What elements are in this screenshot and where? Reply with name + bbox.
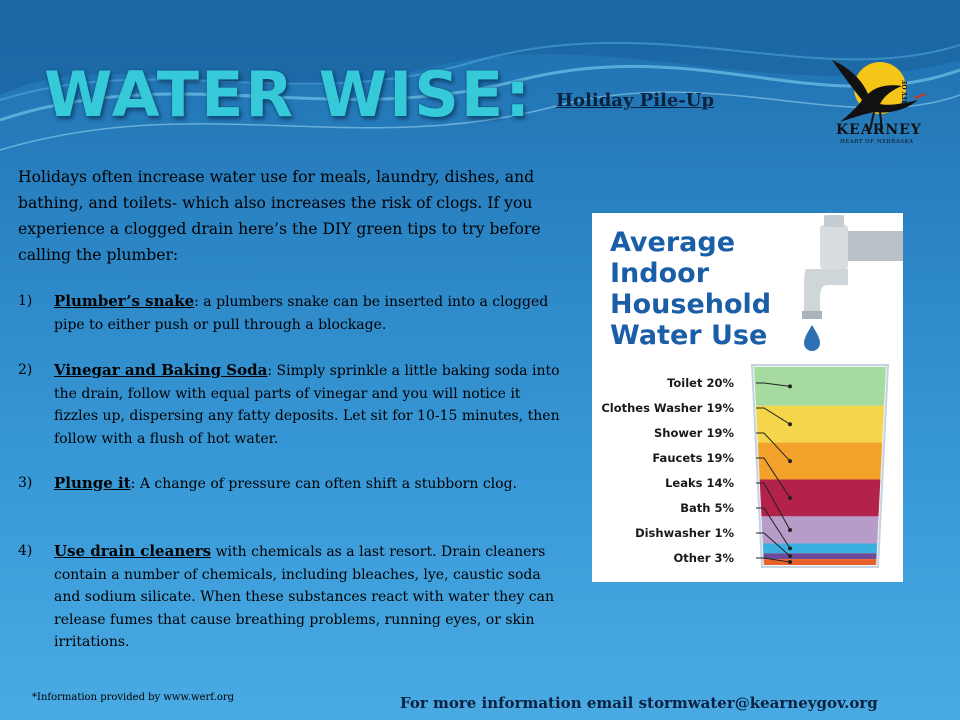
tip-number: 2) xyxy=(18,362,33,378)
infographic-title-line: Water Use xyxy=(610,320,767,351)
infographic-title-line: Indoor xyxy=(610,258,710,289)
page-subtitle: Holiday Pile-Up xyxy=(556,90,715,111)
tip-number: 3) xyxy=(18,475,33,491)
tip-text: with chemicals as a last resort. Drain c… xyxy=(54,544,554,651)
list-item: 3) Plunge it: A change of pressure can o… xyxy=(18,472,566,496)
leader-dot xyxy=(788,546,792,551)
leader-line xyxy=(756,407,791,425)
water-layer-bar xyxy=(759,479,881,517)
leader-line xyxy=(756,507,791,549)
contact-info: For more information email stormwater@ke… xyxy=(400,694,878,712)
water-use-label: Clothes Washer 19% xyxy=(601,401,734,415)
crane-bird-sun-icon xyxy=(832,60,927,131)
water-layer-bar xyxy=(756,405,884,443)
infographic-labels: Toilet 20% Clothes Washer 19% Shower 19% Fa… xyxy=(601,376,792,565)
tip-number: 1) xyxy=(18,293,33,309)
tip-text: : a plumbers snake can be inserted into … xyxy=(54,294,549,333)
leader-dot xyxy=(788,495,792,500)
page-title: WATER WISE: xyxy=(44,58,532,131)
leader-dot xyxy=(788,459,792,464)
tip-title: Use drain cleaners xyxy=(54,542,212,560)
faucet-icon xyxy=(802,215,903,351)
list-item: 4) Use drain cleaners with chemicals as … xyxy=(18,540,566,654)
source-footnote: *Information provided by www.werf.org xyxy=(32,692,235,703)
city-logo: CITY OF KEARNEY HEART OF NEBRASKA xyxy=(810,50,930,150)
water-use-label: Leaks 14% xyxy=(665,476,734,490)
logo-tagline: HEART OF NEBRASKA xyxy=(840,139,914,145)
tip-text: : Simply sprinkle a little baking soda i… xyxy=(54,363,560,447)
water-layer-bar xyxy=(754,367,886,406)
leader-line xyxy=(756,482,791,531)
intro-paragraph: Holidays often increase water use for me… xyxy=(18,168,541,264)
water-layer-bar xyxy=(763,559,877,565)
infographic-title-line: Average xyxy=(610,227,735,258)
tip-title: Vinegar and Baking Soda xyxy=(54,361,268,379)
infographic-title-line: Household xyxy=(610,289,771,320)
water-use-infographic: Average Indoor Household Water Use Toilet 2… xyxy=(592,213,903,582)
tip-title: Plunge it xyxy=(54,474,131,492)
water-use-label: Shower 19% xyxy=(654,426,734,440)
tip-title: Plumber’s snake xyxy=(54,292,195,310)
leader-dot xyxy=(788,560,792,565)
water-use-label: Bath 5% xyxy=(680,501,734,515)
water-layer-bar xyxy=(763,553,877,560)
water-use-label: Faucets 19% xyxy=(652,451,734,465)
leader-line xyxy=(756,557,791,563)
water-layer-bar xyxy=(757,442,883,480)
leader-line xyxy=(756,382,791,387)
water-use-label: Dishwasher 1% xyxy=(635,526,734,540)
leader-dot xyxy=(788,527,792,532)
leader-dot xyxy=(788,422,792,427)
leader-line xyxy=(756,457,791,499)
leader-line xyxy=(756,532,791,557)
tip-text: : A change of pressure can often shift a… xyxy=(130,476,518,492)
water-layer-bar xyxy=(762,543,878,554)
leader-dot xyxy=(788,554,792,559)
list-item: 2) Vinegar and Baking Soda: Simply sprin… xyxy=(18,359,566,450)
tip-number: 4) xyxy=(18,543,33,559)
leader-dot xyxy=(788,384,792,389)
logo-city-name: KEARNEY xyxy=(836,122,922,138)
water-use-label: Toilet 20% xyxy=(667,376,734,390)
leader-line xyxy=(756,432,791,462)
list-item: 1) Plumber’s snake: a plumbers snake can… xyxy=(18,290,566,336)
water-use-label: Other 3% xyxy=(674,551,735,565)
logo-city-of: CITY OF xyxy=(902,80,909,108)
water-layers xyxy=(754,367,886,565)
water-layer-bar xyxy=(761,516,879,544)
